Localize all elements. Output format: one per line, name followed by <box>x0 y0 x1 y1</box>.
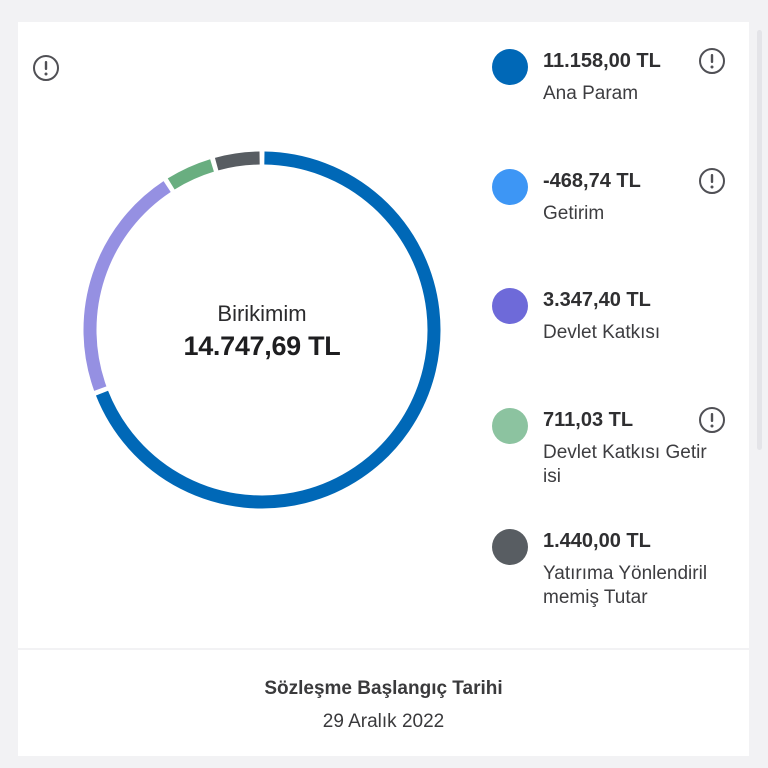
ana-param-color-dot <box>492 49 528 85</box>
savings-donut-chart <box>83 151 441 509</box>
legend-amount: 1.440,00 TL <box>543 530 651 552</box>
donut-segment-0 <box>95 151 441 509</box>
donut-segment-3 <box>214 151 260 171</box>
yatirima-yonlendirilmemis-color-dot <box>492 529 528 565</box>
legend-label: Devlet Katkısı Getirisi <box>543 442 707 487</box>
legend-label: Ana Param <box>543 83 639 104</box>
legend-amount: 11.158,00 TL <box>543 50 661 72</box>
center-value: 14.747,69 TL <box>183 331 341 361</box>
legend-amount: -468,74 TL <box>543 170 641 192</box>
legend-amount: 711,03 TL <box>543 409 634 431</box>
contract-start-title: Sözleşme Başlangıç Tarihi <box>264 678 503 699</box>
info-icon[interactable] <box>32 54 60 82</box>
donut-segment-1 <box>83 181 171 391</box>
info-icon[interactable] <box>698 167 726 195</box>
contract-start-date: 29 Aralık 2022 <box>322 711 445 732</box>
savings-card <box>18 22 749 648</box>
scrollbar[interactable] <box>757 30 762 450</box>
info-icon[interactable] <box>698 47 726 75</box>
contract-start-section: Sözleşme Başlangıç Tarihi 29 Aralık 2022 <box>18 650 749 756</box>
donut-segment-2 <box>167 159 215 190</box>
getirim-color-dot <box>492 169 528 205</box>
legend-label: Yatırıma Yönlendirilmemiş Tutar <box>543 563 708 608</box>
devlet-katkisi-color-dot <box>492 288 528 324</box>
legend-label: Devlet Katkısı <box>543 322 661 343</box>
legend-amount: 3.347,40 TL <box>543 289 651 311</box>
legend-label: Getirim <box>543 203 605 224</box>
center-label: Birikimim <box>217 301 307 326</box>
devlet-katkisi-getirisi-color-dot <box>492 408 528 444</box>
info-icon[interactable] <box>698 406 726 434</box>
